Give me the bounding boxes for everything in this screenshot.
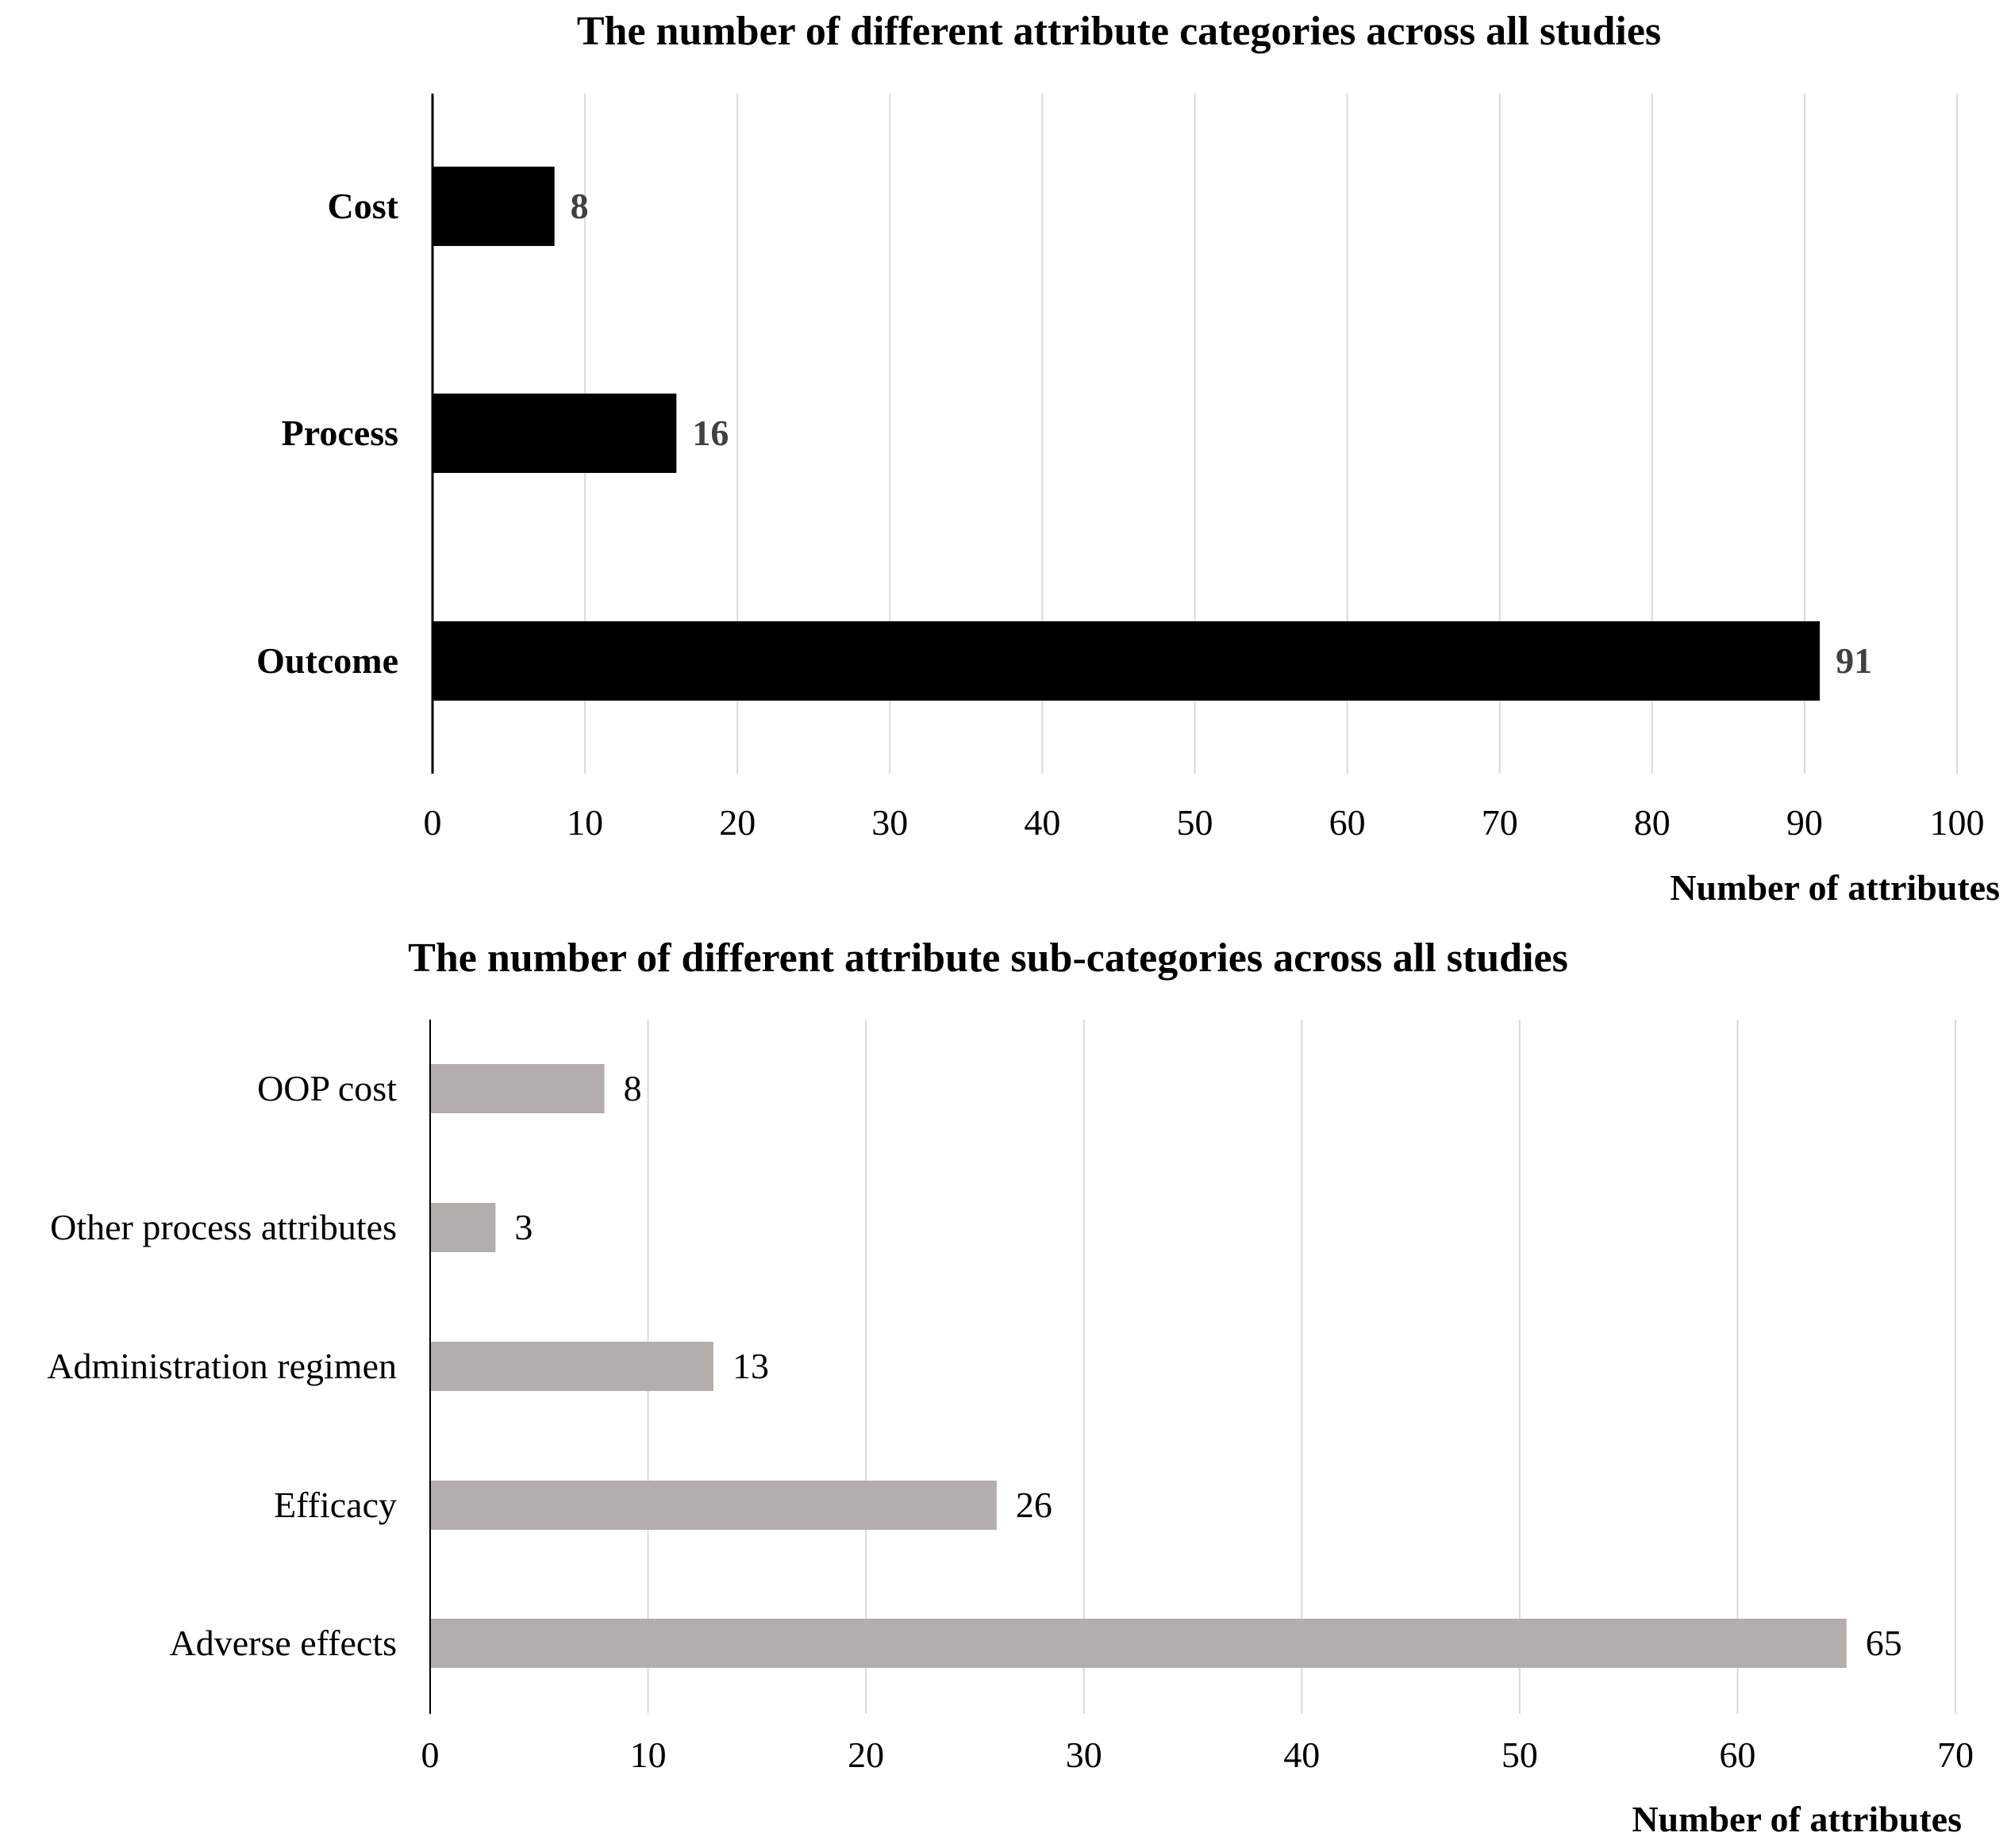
data-label: 8 (571, 186, 589, 226)
x-tick-label: 20 (719, 802, 756, 843)
data-label: 3 (514, 1207, 533, 1247)
x-tick-label: 70 (1482, 802, 1518, 843)
chart2-category-labels: OOP cost Other process attributes Administ… (47, 1068, 397, 1663)
x-tick-label: 70 (1937, 1735, 1974, 1775)
chart1-category-labels: Cost Process Outcome (256, 186, 399, 681)
chart1-x-axis-title: Number of attributes (1670, 867, 2000, 908)
x-tick-label: 50 (1177, 802, 1213, 843)
category-label: Efficacy (274, 1485, 397, 1525)
x-tick-label: 60 (1719, 1735, 1755, 1775)
category-label: Administration regimen (47, 1346, 397, 1386)
x-tick-label: 10 (567, 802, 603, 843)
bar (430, 1481, 997, 1530)
x-tick-label: 40 (1283, 1735, 1320, 1775)
data-label: 91 (1836, 640, 1872, 681)
x-tick-label: 30 (1066, 1735, 1102, 1775)
chart1-bars (433, 167, 1821, 701)
chart2-title: The number of different attribute sub-ca… (408, 936, 1568, 981)
chart-categories: The number of different attribute catego… (256, 9, 2000, 908)
chart2-gridlines (647, 1020, 1956, 1714)
x-tick-label: 20 (848, 1735, 884, 1775)
x-tick-label: 60 (1329, 802, 1366, 843)
category-label: Process (282, 413, 398, 453)
bar (433, 394, 677, 473)
category-label: Other process attributes (50, 1207, 397, 1247)
x-tick-label: 80 (1634, 802, 1671, 843)
x-tick-label: 0 (421, 1735, 440, 1775)
bar (430, 1203, 496, 1252)
x-tick-label: 30 (871, 802, 908, 843)
category-label: Outcome (256, 640, 398, 681)
x-tick-label: 50 (1502, 1735, 1538, 1775)
bar (430, 1619, 1847, 1668)
chart2-x-axis-title: Number of attributes (1632, 1799, 1962, 1839)
x-tick-label: 0 (424, 802, 442, 843)
chart2-bars (430, 1064, 1847, 1668)
chart1-gridlines (584, 94, 1958, 774)
data-label: 13 (732, 1346, 769, 1386)
category-label: OOP cost (257, 1068, 397, 1108)
bar (433, 621, 1821, 701)
chart1-title: The number of different attribute catego… (577, 9, 1661, 54)
bar (430, 1342, 713, 1391)
chart2-x-tick-labels: 0 10 20 30 40 50 60 70 (421, 1735, 1974, 1775)
chart-subcategories: The number of different attribute sub-ca… (47, 936, 1974, 1839)
bar (430, 1064, 605, 1113)
x-tick-label: 90 (1786, 802, 1823, 843)
chart2-data-labels: 8 3 13 26 65 (514, 1068, 1901, 1663)
bar (433, 167, 555, 246)
data-label: 16 (692, 413, 729, 453)
x-tick-label: 40 (1024, 802, 1060, 843)
x-tick-label: 10 (630, 1735, 667, 1775)
category-label: Adverse effects (169, 1623, 397, 1663)
data-label: 65 (1866, 1623, 1902, 1663)
x-tick-label: 100 (1930, 802, 1985, 843)
data-label: 26 (1016, 1485, 1052, 1525)
chart1-x-tick-labels: 0 10 20 30 40 50 60 70 80 90 100 (424, 802, 1985, 843)
data-label: 8 (624, 1068, 642, 1108)
category-label: Cost (328, 186, 399, 226)
chart1-data-labels: 8 16 91 (571, 186, 1872, 681)
